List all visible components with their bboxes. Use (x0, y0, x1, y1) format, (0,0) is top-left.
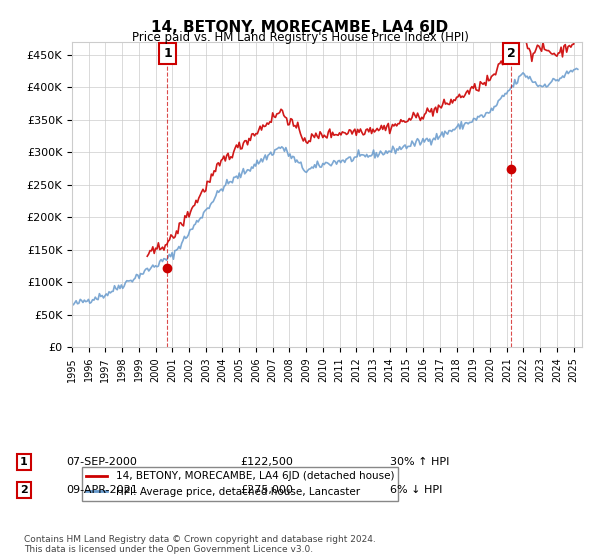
Text: 1: 1 (163, 47, 172, 60)
Text: 30% ↑ HPI: 30% ↑ HPI (390, 457, 449, 467)
Text: 2: 2 (507, 47, 516, 60)
Text: 2: 2 (20, 485, 28, 495)
Text: 09-APR-2021: 09-APR-2021 (66, 485, 138, 495)
Text: Contains HM Land Registry data © Crown copyright and database right 2024.
This d: Contains HM Land Registry data © Crown c… (24, 535, 376, 554)
Text: 14, BETONY, MORECAMBE, LA4 6JD: 14, BETONY, MORECAMBE, LA4 6JD (151, 20, 449, 35)
Text: £275,000: £275,000 (240, 485, 293, 495)
Text: Price paid vs. HM Land Registry's House Price Index (HPI): Price paid vs. HM Land Registry's House … (131, 31, 469, 44)
Legend: 14, BETONY, MORECAMBE, LA4 6JD (detached house), HPI: Average price, detached ho: 14, BETONY, MORECAMBE, LA4 6JD (detached… (82, 467, 398, 501)
Text: 1: 1 (20, 457, 28, 467)
Text: 07-SEP-2000: 07-SEP-2000 (66, 457, 137, 467)
Text: £122,500: £122,500 (240, 457, 293, 467)
Text: 6% ↓ HPI: 6% ↓ HPI (390, 485, 442, 495)
